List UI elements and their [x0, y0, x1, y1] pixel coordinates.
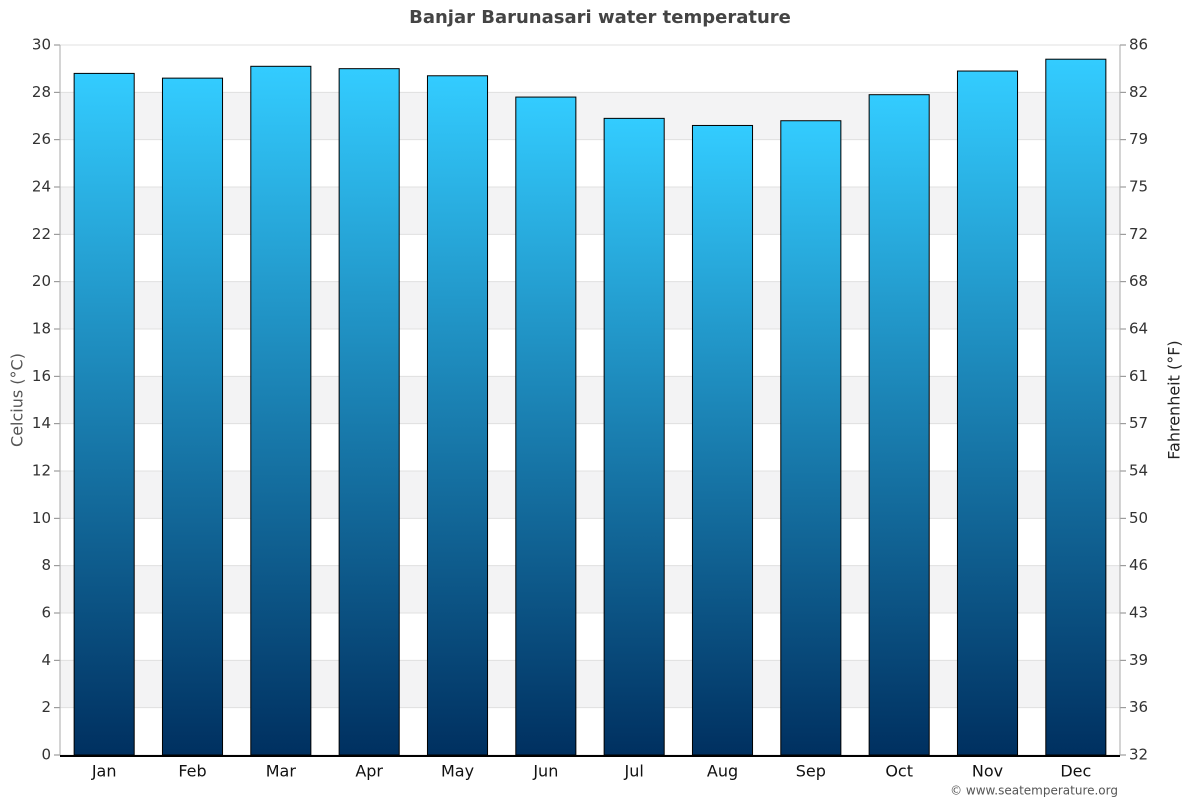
bar: [73, 72, 135, 756]
y-tick-label: 20: [32, 272, 51, 290]
y2-tick-label: 36: [1129, 698, 1148, 716]
grid-band: [60, 660, 1120, 708]
y-tick-label: 2: [41, 698, 51, 716]
y-tick-label: 22: [32, 225, 51, 243]
y-axis-label: Celcius (°C): [8, 353, 27, 447]
y-tick-label: 16: [32, 367, 51, 385]
bar: [250, 65, 312, 756]
chart-title: Banjar Barunasari water temperature: [409, 7, 791, 28]
bar: [161, 77, 224, 756]
x-tick-label: Jul: [624, 762, 644, 781]
y2-tick-label: 46: [1129, 556, 1148, 574]
grid-band: [60, 187, 1120, 235]
y2-tick-label: 61: [1129, 367, 1148, 385]
bar: [426, 75, 489, 756]
y2-tick-label: 32: [1129, 746, 1148, 764]
bar: [603, 117, 665, 756]
x-tick-label: Dec: [1060, 762, 1091, 781]
y2-tick-label: 43: [1129, 604, 1148, 622]
y-tick-label: 14: [32, 414, 51, 432]
bar: [691, 124, 754, 756]
bar: [515, 96, 577, 756]
y2-tick-label: 68: [1129, 272, 1148, 290]
y2-tick-label: 75: [1129, 178, 1148, 196]
bar: [868, 94, 930, 756]
y-tick-label: 6: [41, 604, 51, 622]
bar: [956, 70, 1019, 756]
y-tick-label: 30: [32, 36, 51, 54]
bar: [1045, 58, 1107, 756]
y2-tick-label: 72: [1129, 225, 1148, 243]
grid-band: [60, 92, 1120, 140]
grid-band: [60, 376, 1120, 424]
grid-band: [60, 565, 1120, 613]
x-tick-label: Sep: [796, 762, 826, 781]
credit: © www.seatemperature.org: [950, 784, 1118, 798]
y2-tick-label: 82: [1129, 83, 1148, 101]
y2-axis-label: Fahrenheit (°F): [1165, 340, 1184, 459]
y-tick-label: 8: [41, 556, 51, 574]
grid-band: [60, 471, 1120, 519]
x-tick-label: Jun: [532, 762, 558, 781]
y-tick-label: 4: [41, 651, 51, 669]
y2-tick-label: 54: [1129, 462, 1148, 480]
x-tick-label: Nov: [972, 762, 1003, 781]
bar: [780, 120, 842, 756]
x-tick-label: Mar: [266, 762, 297, 781]
x-tick-label: Feb: [178, 762, 206, 781]
y-tick-label: 24: [32, 178, 51, 196]
y-tick-label: 0: [41, 746, 51, 764]
x-tick-label: Apr: [355, 762, 383, 781]
y-tick-label: 18: [32, 320, 51, 338]
y-tick-label: 28: [32, 83, 51, 101]
y2-tick-label: 50: [1129, 509, 1148, 527]
x-tick-label: May: [441, 762, 474, 781]
y2-tick-label: 39: [1129, 651, 1148, 669]
y-tick-label: 12: [32, 462, 51, 480]
y-tick-label: 10: [32, 509, 51, 527]
y2-tick-label: 64: [1129, 320, 1148, 338]
y2-tick-label: 79: [1129, 130, 1148, 148]
x-tick-label: Jan: [91, 762, 117, 781]
x-tick-label: Oct: [885, 762, 913, 781]
y-tick-label: 26: [32, 130, 51, 148]
x-tick-label: Aug: [707, 762, 738, 781]
bar: [338, 68, 400, 756]
y2-tick-label: 57: [1129, 414, 1148, 432]
grid-band: [60, 281, 1120, 329]
y2-tick-label: 86: [1129, 36, 1148, 54]
